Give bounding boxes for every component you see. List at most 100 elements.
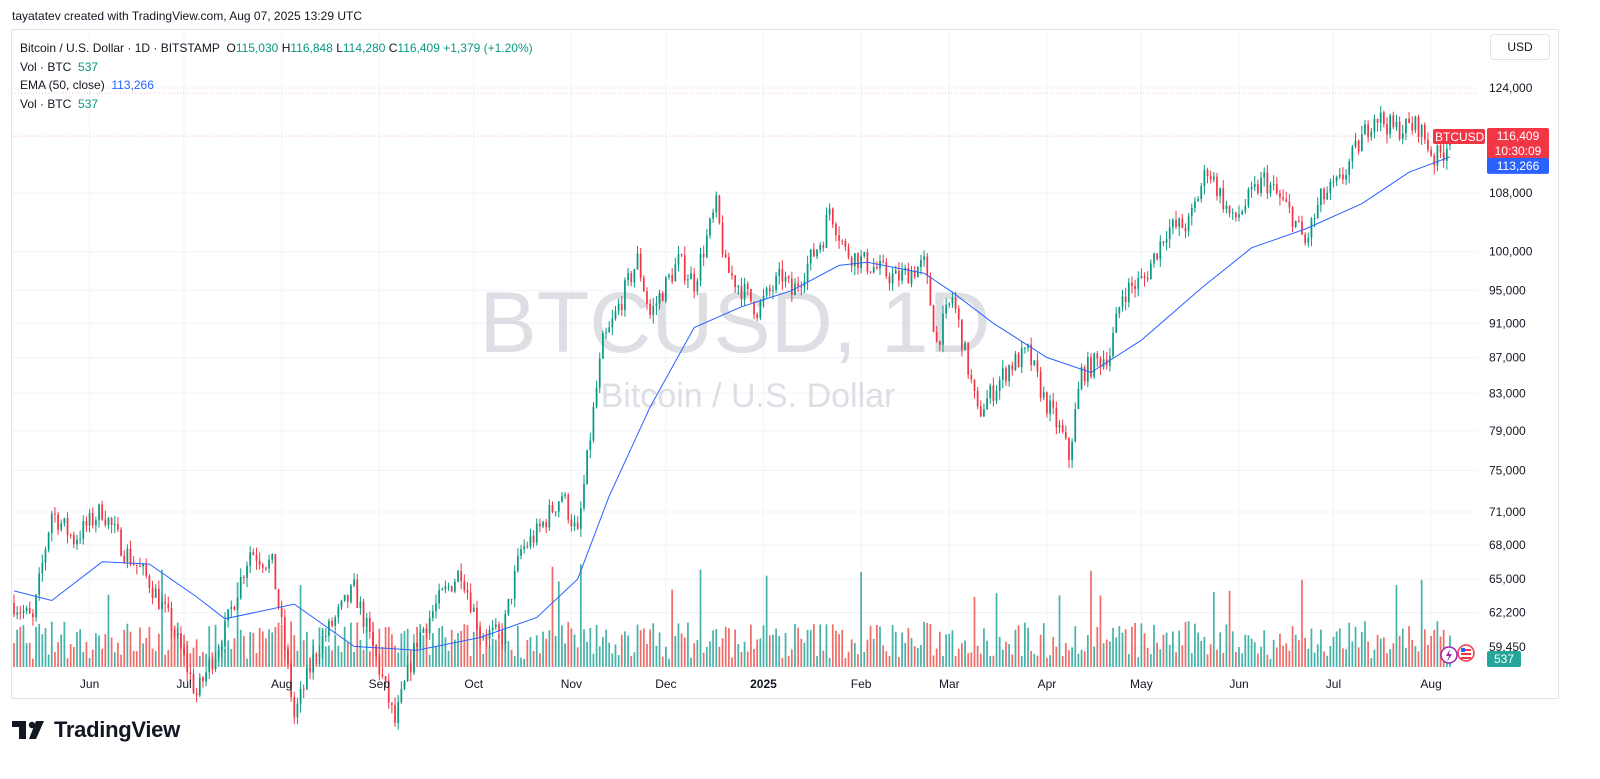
candle-body <box>712 212 714 219</box>
volume-bar <box>658 632 661 667</box>
candle-body <box>822 245 825 248</box>
candle-body <box>1367 124 1369 137</box>
volume-bar <box>1197 632 1199 667</box>
candle-body <box>1417 116 1420 137</box>
candle-body <box>239 576 242 599</box>
event-icons[interactable] <box>1440 644 1475 664</box>
candle-body <box>1442 152 1445 161</box>
volume-bar <box>1279 633 1281 667</box>
chart-credit: tayatatev created with TradingView.com, … <box>12 9 362 23</box>
candle-body <box>1137 278 1140 289</box>
legend-ema-label[interactable]: EMA (50, close) <box>20 78 105 92</box>
volume-bar <box>1203 636 1206 667</box>
volume-bar <box>113 652 116 667</box>
candle-body <box>1348 161 1351 176</box>
y-tick-label: 62,200 <box>1489 606 1526 620</box>
candle-body <box>910 270 913 284</box>
candle-body <box>1285 199 1288 202</box>
candle-body <box>1049 400 1051 414</box>
volume-bar <box>737 644 740 667</box>
candle-body <box>277 589 280 608</box>
candle-body <box>1064 432 1067 439</box>
volume-bar <box>107 594 110 667</box>
candle-body <box>595 387 598 407</box>
candle-body <box>532 535 535 543</box>
volume-bar <box>148 626 151 667</box>
volume-bar <box>680 633 683 667</box>
volume-bar <box>463 624 466 667</box>
legend-vol2-label[interactable]: Vol · BTC <box>20 96 72 111</box>
candle-body <box>1357 140 1360 152</box>
x-tick-label: Feb <box>851 677 872 691</box>
volume-bar <box>88 657 91 667</box>
volume-bar <box>516 625 519 667</box>
volume-bar <box>671 589 674 667</box>
volume-bar <box>120 654 122 667</box>
candle-body <box>573 522 576 527</box>
volume-bar <box>942 656 944 667</box>
candle-body <box>381 674 384 677</box>
candle-body <box>38 573 41 595</box>
candle-body <box>1279 193 1281 198</box>
volume-bar <box>1071 647 1073 667</box>
candle-body <box>781 268 784 282</box>
candle-body <box>476 607 478 630</box>
y-tick-label: 95,000 <box>1489 284 1526 298</box>
volume-bar <box>243 635 245 667</box>
candle-body <box>948 303 951 305</box>
volume-bar <box>781 657 784 667</box>
volume-bar <box>406 628 409 667</box>
legend-symbol-row[interactable]: Bitcoin / U.S. Dollar · 1D · BITSTAMP O1… <box>20 39 533 58</box>
candle-body <box>403 681 406 690</box>
volume-bar <box>1146 647 1149 667</box>
volume-bar <box>198 655 201 667</box>
candle-body <box>551 505 554 513</box>
candle-body <box>186 654 189 673</box>
volume-bar <box>1159 649 1162 667</box>
volume-bar <box>709 641 711 667</box>
volume-bar <box>1168 644 1171 667</box>
candle-body <box>1234 212 1237 218</box>
legend-symbol[interactable]: Bitcoin / U.S. Dollar · 1D · BITSTAMP <box>20 41 220 55</box>
candle-body <box>844 241 847 247</box>
volume-bar <box>938 631 941 667</box>
legend-vol-label[interactable]: Vol · BTC <box>20 59 72 74</box>
volume-bar <box>1320 629 1322 667</box>
volume-bar <box>173 625 176 667</box>
candle-body <box>321 636 324 655</box>
volume-bar <box>391 634 393 667</box>
volume-bar <box>828 657 831 667</box>
candle-body <box>1068 438 1070 461</box>
currency-button[interactable]: USD <box>1490 34 1550 60</box>
volume-bar <box>438 627 440 667</box>
candle-body <box>356 579 359 608</box>
volume-bar <box>343 626 346 667</box>
x-tick-label: Nov <box>561 677 582 691</box>
candle-body <box>683 255 686 281</box>
candle-body <box>1061 424 1064 433</box>
volume-bar <box>863 652 866 667</box>
volume-bar <box>1364 621 1366 667</box>
legend-close-label: C <box>388 41 398 55</box>
volume-bar <box>992 655 995 667</box>
candle-body <box>894 270 897 274</box>
volume-bar <box>126 623 129 667</box>
candle-body <box>699 253 702 281</box>
legend-ema-row[interactable]: EMA (50, close) 113,266 <box>20 76 533 95</box>
volume-bar <box>82 652 85 667</box>
tradingview-logo[interactable]: TradingView <box>12 717 180 743</box>
candle-body <box>583 483 585 509</box>
volume-bar <box>683 637 686 667</box>
volume-bar <box>1225 624 1228 667</box>
legend-volume-row-2[interactable]: Vol · BTC 537 <box>20 95 533 114</box>
candle-body <box>252 552 255 555</box>
candle-body <box>243 576 245 578</box>
volume-bar <box>765 575 768 667</box>
candle-body <box>151 587 154 598</box>
candle-body <box>378 655 381 675</box>
x-tick-label: Jun <box>1229 677 1248 691</box>
legend-volume-row[interactable]: Vol · BTC 537 <box>20 58 533 77</box>
volume-bar <box>296 650 299 667</box>
candle-body <box>762 295 765 302</box>
